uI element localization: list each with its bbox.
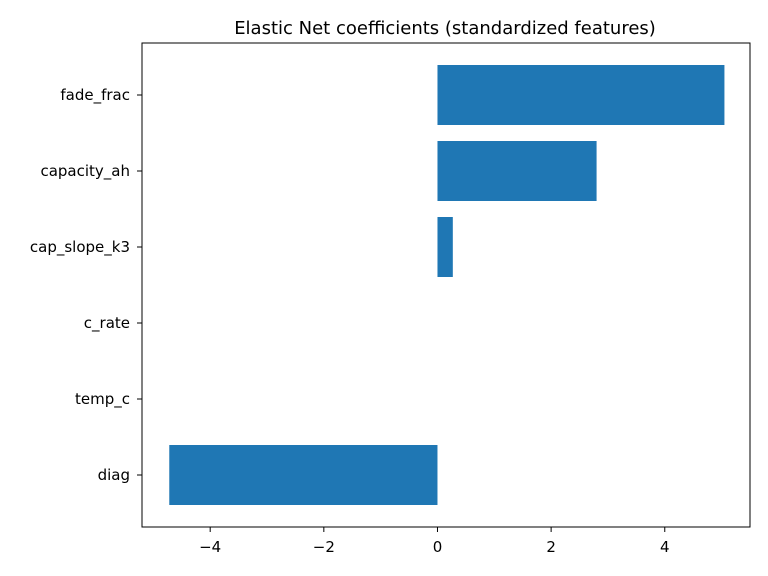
y-tick-label: capacity_ah <box>40 162 130 181</box>
chart-title: Elastic Net coefficients (standardized f… <box>234 18 656 39</box>
x-tick-label: −2 <box>313 538 335 556</box>
y-tick-label: temp_c <box>75 390 130 409</box>
x-tick-label: 4 <box>660 538 670 556</box>
y-tick-label: diag <box>98 466 130 484</box>
x-tick-label: −4 <box>199 538 221 556</box>
y-axis: fade_frac capacity_ah cap_slope_k3 c_ratete… <box>30 86 142 484</box>
plot-frame <box>141 42 751 528</box>
x-tick-label: 2 <box>546 538 556 556</box>
y-tick-label: c_rate <box>84 314 130 333</box>
bar-fade_frac <box>437 65 725 125</box>
x-axis: −4 −2 0 2 4 <box>199 527 670 556</box>
y-tick-label: cap_slope_k3 <box>30 238 130 257</box>
y-tick-label: fade_frac <box>60 86 130 105</box>
bar-diag <box>169 445 438 505</box>
bars-layer <box>169 65 725 505</box>
bar-cap_slope_k3 <box>437 217 453 277</box>
x-tick-label: 0 <box>433 538 443 556</box>
bar-capacity_ah <box>437 141 597 201</box>
